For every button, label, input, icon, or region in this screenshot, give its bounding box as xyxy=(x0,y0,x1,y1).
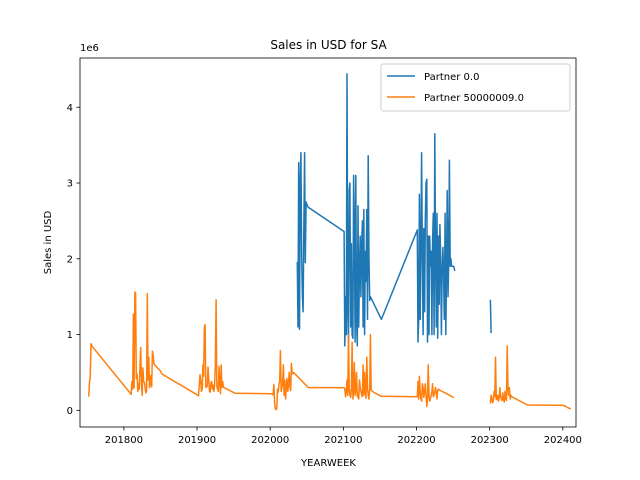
legend-box xyxy=(380,63,571,112)
y-tick-label: 4 xyxy=(67,103,73,114)
y-axis-ticks: 0 1 2 3 4 xyxy=(67,103,80,417)
plot-lines xyxy=(88,73,572,411)
legend: Partner 0.0 Partner 50000009.0 xyxy=(380,63,571,112)
y-tick-label: 0 xyxy=(67,406,73,417)
x-axis-ticks: 201800 201900 202000 202100 202200 202300 2024… xyxy=(105,427,582,446)
y-axis-label: Sales in USD xyxy=(43,210,54,274)
legend-label-0: Partner 0.0 xyxy=(424,72,479,83)
legend-label-1: Partner 50000009.0 xyxy=(424,93,524,104)
x-tick-label: 201900 xyxy=(178,435,216,446)
plot-frame xyxy=(79,57,577,428)
series-line-1-segment-0 xyxy=(88,291,455,411)
series-line-0-segment-0 xyxy=(296,73,456,347)
y-tick-label: 2 xyxy=(67,254,73,265)
x-axis-label: YEARWEEK xyxy=(300,458,356,469)
y-tick-label: 1 xyxy=(67,330,73,341)
x-tick-label: 202100 xyxy=(324,435,362,446)
series-line-1-segment-1 xyxy=(489,345,572,410)
x-tick-label: 202300 xyxy=(471,435,509,446)
chart-title: Sales in USD for SA xyxy=(270,38,387,52)
x-tick-label: 202200 xyxy=(397,435,435,446)
x-tick-label: 201800 xyxy=(105,435,143,446)
series-line-0-segment-1 xyxy=(489,299,492,334)
x-tick-label: 202000 xyxy=(251,435,289,446)
y-tick-label: 3 xyxy=(67,179,73,190)
y-offset-label: 1e6 xyxy=(80,43,99,54)
x-tick-label: 202400 xyxy=(544,435,582,446)
